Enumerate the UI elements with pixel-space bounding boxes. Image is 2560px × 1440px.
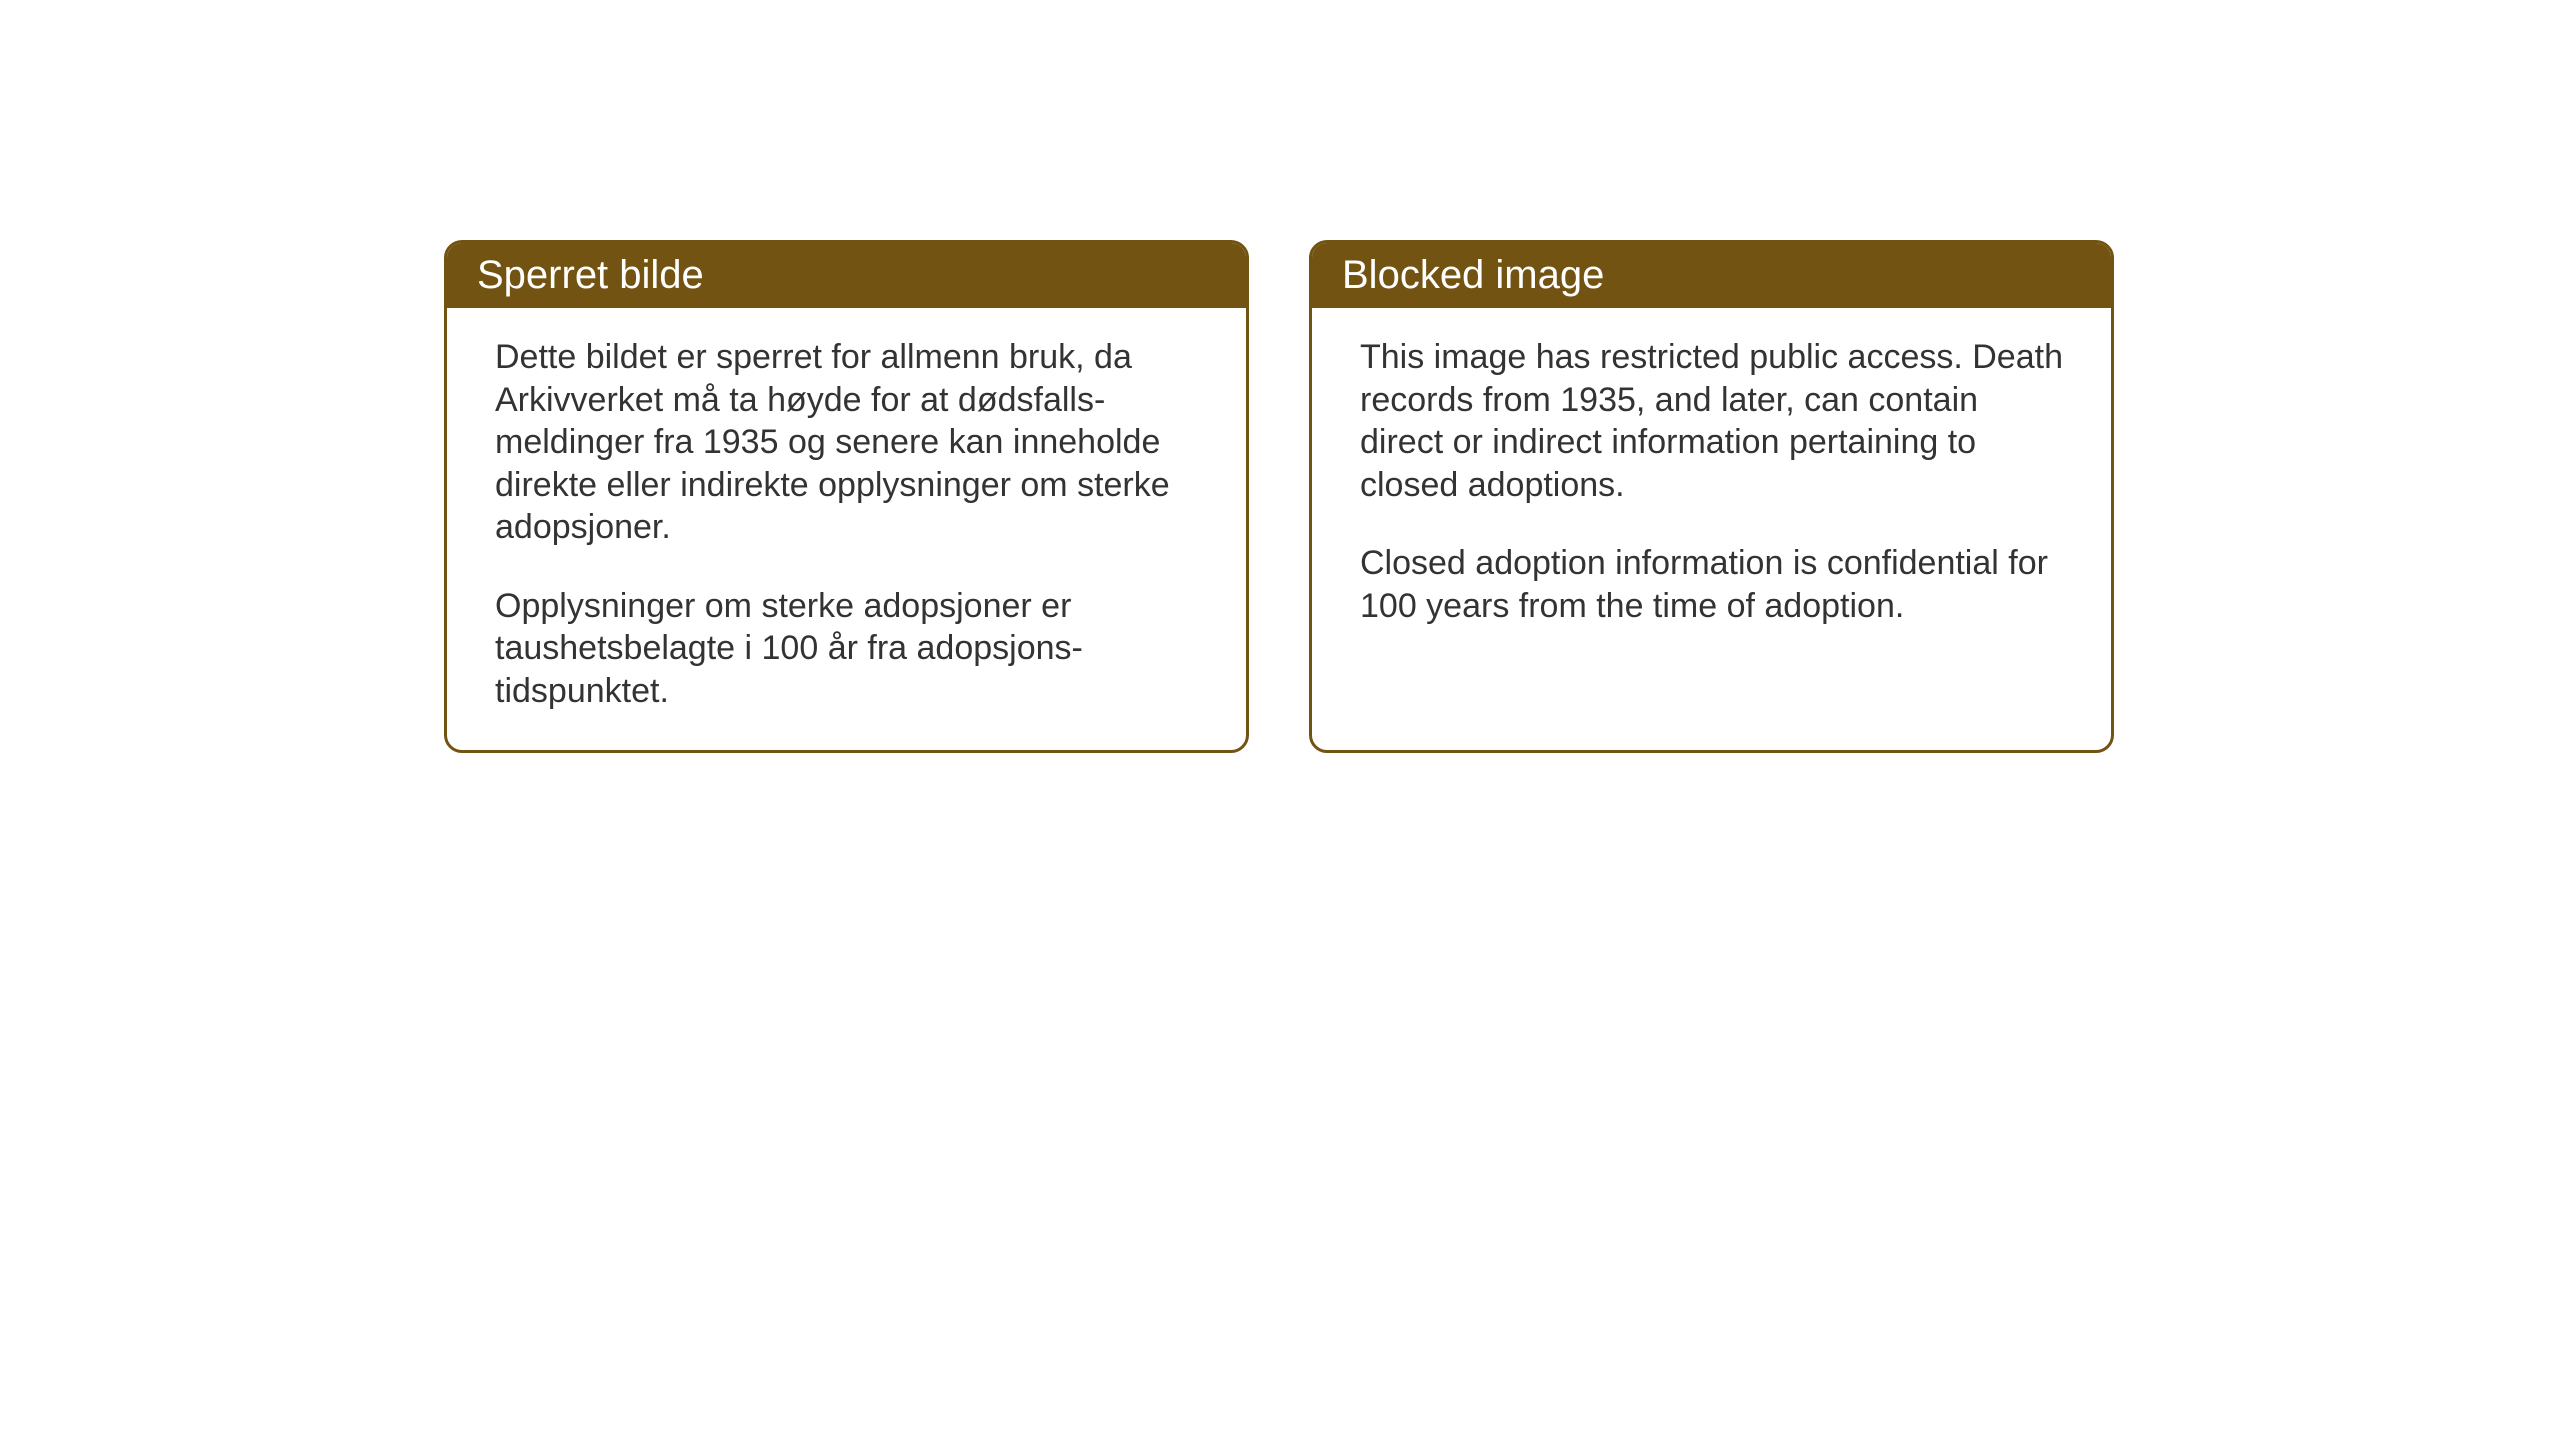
english-notice-card: Blocked image This image has restricted … [1309,240,2114,753]
english-paragraph-1: This image has restricted public access.… [1360,336,2063,506]
notice-container: Sperret bilde Dette bildet er sperret fo… [444,240,2114,753]
norwegian-paragraph-1: Dette bildet er sperret for allmenn bruk… [495,336,1198,549]
english-paragraph-2: Closed adoption information is confident… [1360,542,2063,627]
norwegian-card-body: Dette bildet er sperret for allmenn bruk… [447,308,1246,750]
norwegian-card-title: Sperret bilde [447,243,1246,308]
norwegian-paragraph-2: Opplysninger om sterke adopsjoner er tau… [495,585,1198,713]
english-card-title: Blocked image [1312,243,2111,308]
english-card-body: This image has restricted public access.… [1312,308,2111,665]
norwegian-notice-card: Sperret bilde Dette bildet er sperret fo… [444,240,1249,753]
